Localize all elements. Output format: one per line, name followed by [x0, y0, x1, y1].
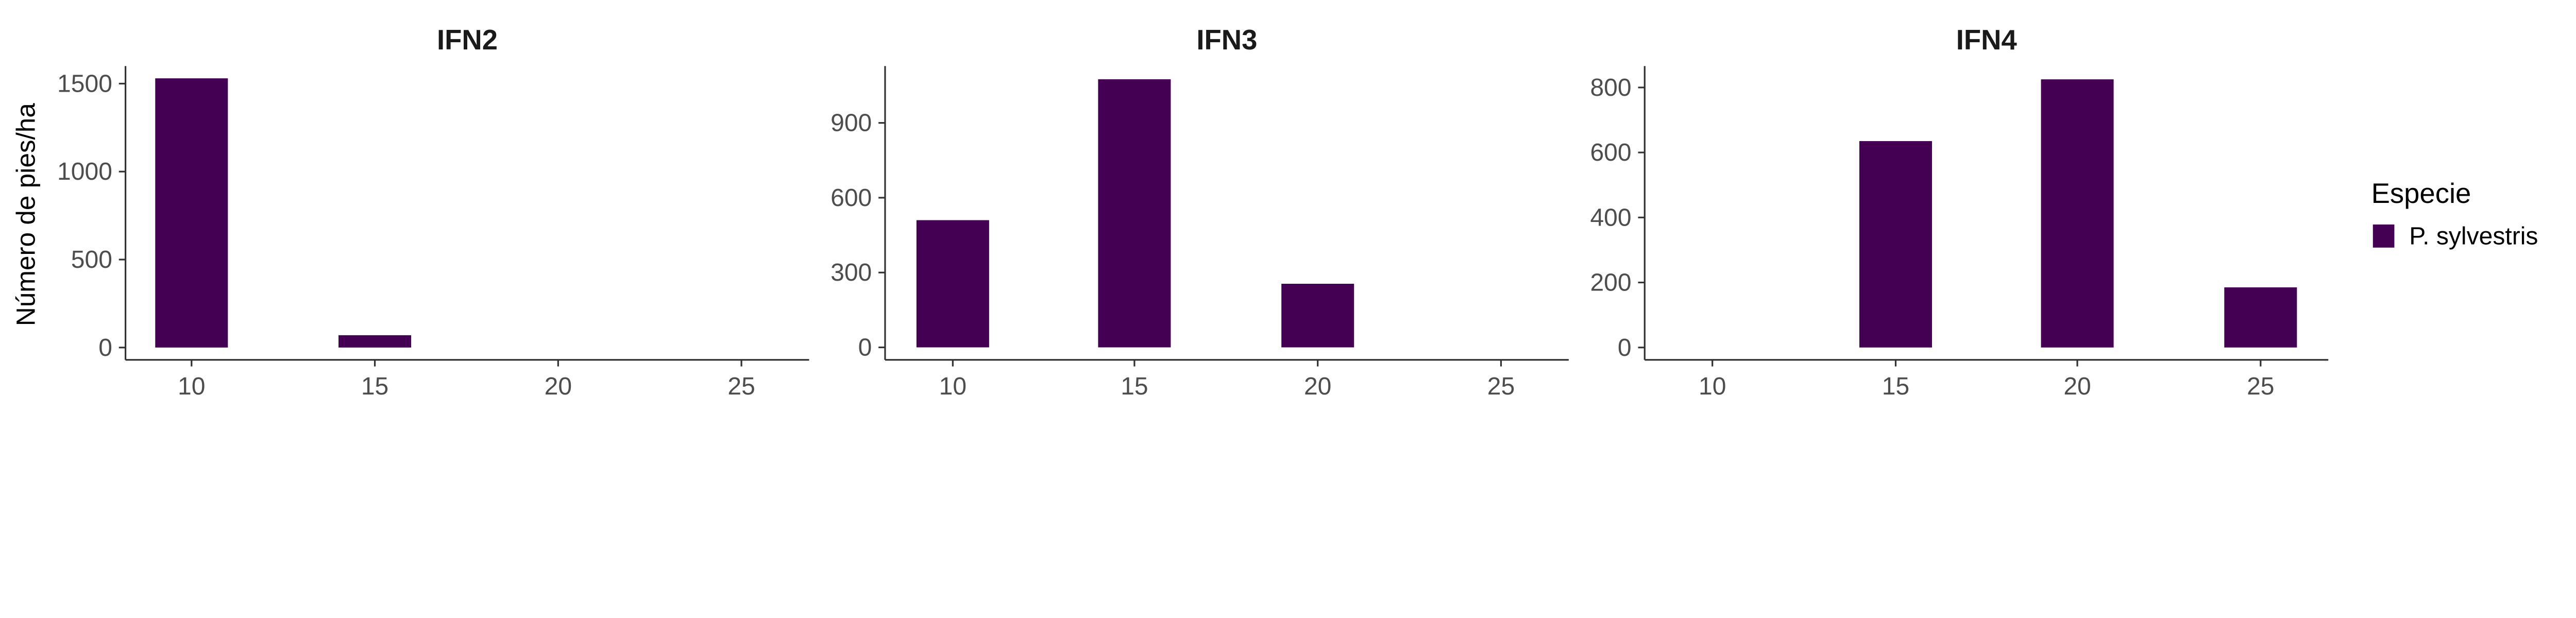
legend-title: Especie — [2371, 178, 2471, 209]
bar-25 — [2224, 287, 2297, 348]
bar-10 — [155, 78, 228, 348]
bar-20 — [1281, 284, 1354, 348]
y-tick-label: 600 — [831, 184, 872, 212]
y-tick-label: 0 — [858, 334, 872, 362]
y-tick-label: 1500 — [57, 70, 112, 97]
x-tick-label: 20 — [1304, 372, 1331, 400]
panel-title: IFN3 — [1196, 24, 1257, 56]
y-tick-label: 400 — [1590, 203, 1631, 231]
y-tick-label: 600 — [1590, 139, 1631, 166]
x-tick-label: 20 — [2063, 372, 2091, 400]
x-tick-label: 25 — [1487, 372, 1515, 400]
y-tick-label: 0 — [98, 334, 112, 362]
chart-panels: IFN2 0 500 1000 1500 10 15 20 25 IFN3 0 300 600 900 10… — [57, 24, 2329, 400]
x-tick-label: 10 — [178, 372, 205, 400]
panel-ifn3: IFN3 0 300 600 900 10 15 20 25 — [831, 24, 1569, 400]
y-tick-label: 0 — [1618, 334, 1632, 362]
panel-title: IFN4 — [1956, 24, 2017, 56]
x-tick-label: 15 — [361, 372, 388, 400]
bar-15 — [1859, 141, 1932, 348]
y-tick-label: 200 — [1590, 269, 1631, 297]
bar-10 — [916, 220, 989, 348]
bar-15 — [1098, 79, 1171, 348]
y-tick-label: 800 — [1590, 74, 1631, 101]
y-axis-title: Número de pies/ha — [11, 103, 40, 327]
y-tick-label: 900 — [831, 109, 872, 137]
y-tick-label: 500 — [71, 246, 112, 273]
panel-ifn4: IFN4 0 200 400 600 800 10 15 20 25 — [1590, 24, 2329, 400]
x-tick-label: 25 — [2247, 372, 2274, 400]
x-tick-label: 10 — [1699, 372, 1726, 400]
legend-swatch-p-sylvestris — [2372, 224, 2395, 248]
x-tick-label: 25 — [727, 372, 755, 400]
y-tick-label: 1000 — [57, 158, 112, 185]
bar-20 — [2041, 79, 2114, 348]
panel-title: IFN2 — [437, 24, 498, 56]
x-tick-label: 15 — [1121, 372, 1148, 400]
legend: Especie P. sylvestris — [2371, 178, 2538, 250]
panel-ifn2: IFN2 0 500 1000 1500 10 15 20 25 — [57, 24, 809, 400]
x-tick-label: 10 — [939, 372, 967, 400]
bar-15 — [338, 335, 412, 348]
x-tick-label: 15 — [1882, 372, 1909, 400]
x-tick-label: 20 — [545, 372, 572, 400]
legend-label-p-sylvestris: P. sylvestris — [2409, 222, 2538, 250]
y-tick-label: 300 — [831, 259, 872, 286]
